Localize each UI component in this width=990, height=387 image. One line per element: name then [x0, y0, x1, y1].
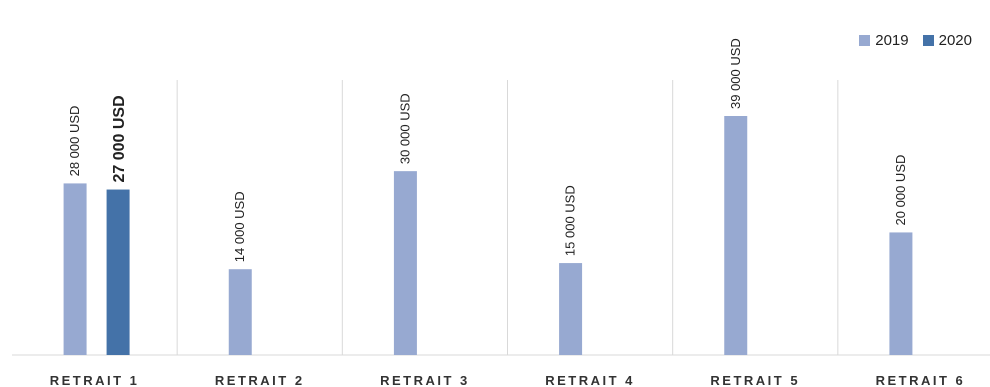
- x-tick-label: RETRAIT 1: [50, 373, 140, 387]
- x-tick-label: RETRAIT 4: [545, 373, 635, 387]
- bar-2019: [228, 269, 252, 355]
- legend-swatch-2020: [922, 35, 934, 46]
- x-tick-label: RETRAIT 3: [380, 373, 470, 387]
- legend-item-2019: 2019: [859, 32, 909, 49]
- data-label: 39 000 USD: [728, 38, 743, 109]
- legend-label-2020: 2020: [938, 32, 972, 49]
- data-label: 14 000 USD: [232, 191, 247, 262]
- x-tick-label: RETRAIT 6: [876, 373, 966, 387]
- legend-swatch-2019: [859, 35, 871, 46]
- data-label: 20 000 USD: [893, 155, 908, 226]
- bar-2020: [106, 189, 130, 355]
- x-tick-label: RETRAIT 5: [710, 373, 800, 387]
- x-tick-label: RETRAIT 2: [215, 373, 305, 387]
- data-label: 28 000 USD: [67, 106, 82, 177]
- legend: 2019 2020: [859, 32, 972, 49]
- bar-2019: [889, 232, 913, 355]
- bar-2019: [63, 183, 87, 355]
- data-label: 30 000 USD: [397, 93, 412, 164]
- data-label: 15 000 USD: [563, 185, 578, 256]
- data-label: 27 000 USD: [111, 95, 128, 182]
- legend-label-2019: 2019: [875, 32, 909, 49]
- bar-2019: [559, 263, 583, 355]
- legend-item-2020: 2020: [922, 32, 972, 49]
- bar-2019: [393, 171, 417, 355]
- bar-2019: [724, 116, 748, 355]
